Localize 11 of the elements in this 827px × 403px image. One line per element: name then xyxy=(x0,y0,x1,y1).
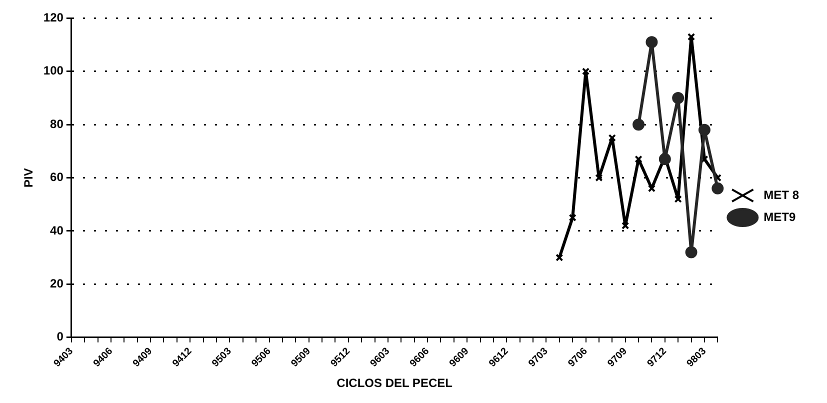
y-tick-label: 20 xyxy=(50,276,64,290)
x-axis-title: CICLOS DEL PECEL xyxy=(336,376,452,390)
y-axis-title: PIV xyxy=(22,168,36,188)
y-tick-label: 80 xyxy=(50,116,64,131)
y-tick-label: 0 xyxy=(56,330,64,344)
legend-label: MET9 xyxy=(764,210,796,224)
y-tick-label: 120 xyxy=(43,10,64,25)
legend-label: MET 8 xyxy=(764,188,800,202)
y-tick-label: 60 xyxy=(50,170,64,184)
y-tick-label: 40 xyxy=(50,223,64,238)
y-tick-label: 100 xyxy=(43,64,64,78)
